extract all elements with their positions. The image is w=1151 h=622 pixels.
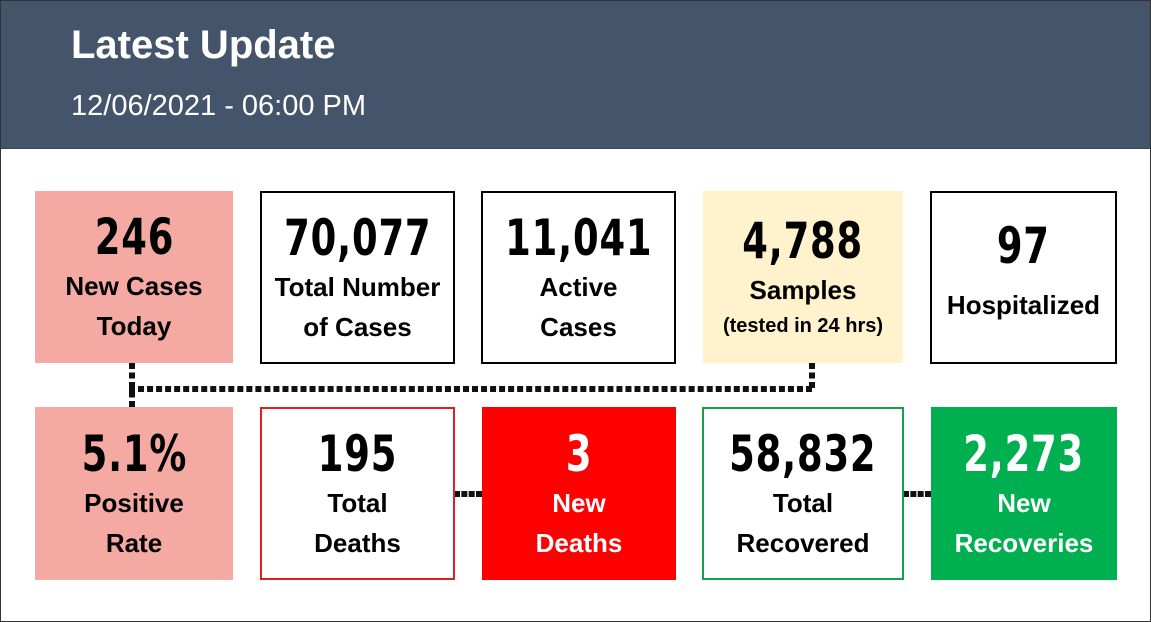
page-title: Latest Update <box>71 23 336 67</box>
card-new-deaths: 3 New Deaths <box>482 407 676 580</box>
card-samples: 4,788 Samples (tested in 24 hrs) <box>703 191 903 363</box>
total-cases-label-line1: Total Number <box>274 271 441 302</box>
new-recoveries-label-line2: Recoveries <box>954 527 1094 558</box>
connector-new-cases-down <box>129 363 135 407</box>
active-cases-label-line1: Active <box>539 271 618 302</box>
card-new-cases-today: 246 New Cases Today <box>35 191 233 363</box>
total-recovered-label-line2: Recovered <box>736 527 870 558</box>
total-deaths-value: 195 <box>317 424 398 483</box>
connector-samples-down <box>809 363 815 388</box>
card-total-deaths: 195 Total Deaths <box>260 407 455 580</box>
samples-value: 4,788 <box>742 212 864 270</box>
hospitalized-value: 97 <box>997 216 1050 275</box>
new-deaths-value: 3 <box>565 424 593 483</box>
connector-recoveries <box>903 491 931 497</box>
total-cases-label-line2: of Cases <box>303 311 412 342</box>
new-cases-label-line1: New Cases <box>65 271 203 301</box>
new-recoveries-value: 2,273 <box>963 424 1085 483</box>
connector-deaths <box>454 491 482 497</box>
card-active-cases: 11,041 Active Cases <box>481 191 676 364</box>
total-cases-value: 70,077 <box>283 208 432 267</box>
total-deaths-label-line2: Deaths <box>314 527 401 558</box>
update-timestamp: 12/06/2021 - 06:00 PM <box>71 90 367 122</box>
samples-sublabel: (tested in 24 hrs) <box>722 315 884 337</box>
hospitalized-label: Hospitalized <box>946 289 1101 320</box>
total-recovered-label-line1: Total <box>772 487 834 518</box>
positive-rate-value: 5.1% <box>81 424 187 483</box>
card-new-recoveries: 2,273 New Recoveries <box>931 407 1117 580</box>
positive-rate-label-line1: Positive <box>84 487 184 518</box>
positive-rate-label-line2: Rate <box>105 527 163 558</box>
samples-label: Samples <box>749 275 857 305</box>
active-cases-value: 11,041 <box>504 208 653 267</box>
new-recoveries-label-line1: New <box>997 487 1051 518</box>
card-total-recovered: 58,832 Total Recovered <box>702 407 904 580</box>
active-cases-label-line2: Cases <box>540 311 617 342</box>
card-total-cases: 70,077 Total Number of Cases <box>260 191 455 364</box>
new-deaths-label-line1: New <box>552 487 606 518</box>
card-hospitalized: 97 Hospitalized <box>930 191 1117 364</box>
new-cases-label-line2: Today <box>96 311 172 341</box>
header-banner: Latest Update 12/06/2021 - 06:00 PM <box>1 1 1150 149</box>
total-deaths-label-line1: Total <box>327 487 388 518</box>
card-positive-rate: 5.1% Positive Rate <box>35 407 233 580</box>
new-deaths-label-line2: Deaths <box>535 527 623 558</box>
new-cases-value: 246 <box>94 208 174 266</box>
total-recovered-value: 58,832 <box>729 424 877 483</box>
connector-horizontal-top <box>129 386 812 392</box>
